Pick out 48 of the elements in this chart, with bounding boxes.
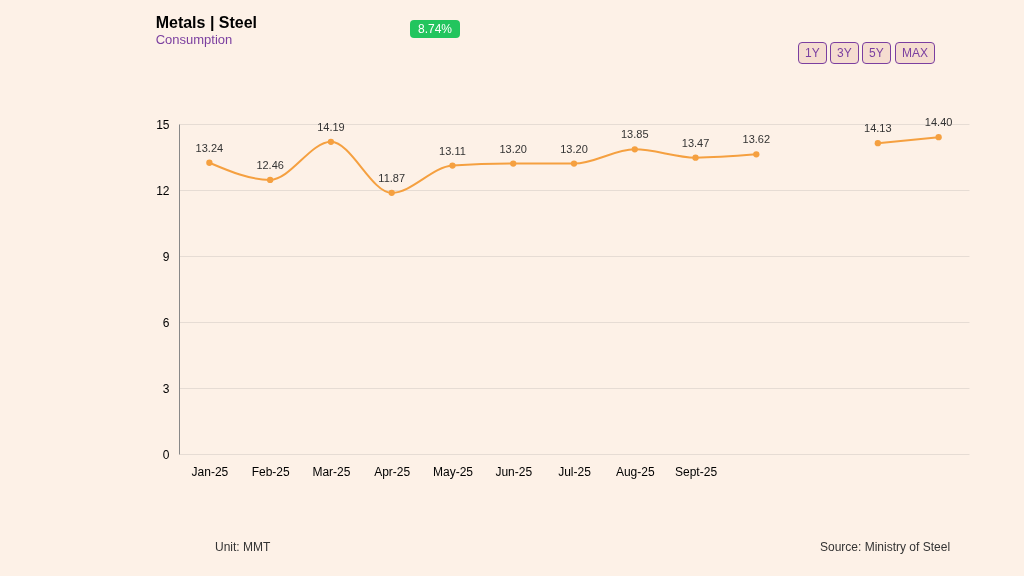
y-tick-label: 6 — [162, 315, 170, 330]
data-label: 14.19 — [317, 120, 345, 133]
source-note: Source: Ministry of Steel — [820, 540, 951, 554]
data-label: 12.46 — [256, 158, 284, 171]
data-label: 13.11 — [439, 144, 466, 157]
y-tick-label: 9 — [162, 249, 170, 264]
data-label: 13.85 — [621, 128, 649, 141]
data-label: 13.62 — [742, 133, 771, 146]
data-label: 14.13 — [864, 122, 892, 135]
x-tick-label: Jan-25 — [191, 464, 229, 479]
point — [266, 176, 274, 184]
point — [692, 154, 699, 161]
text: 5Y — [862, 42, 891, 64]
point — [753, 151, 760, 158]
data-label: 13.20 — [560, 142, 588, 155]
data-label: 11.87 — [378, 171, 406, 184]
y-tick-label: 3 — [162, 381, 170, 396]
point — [570, 160, 578, 167]
point — [510, 160, 517, 167]
x-tick-label: Jun-25 — [495, 464, 533, 479]
x-tick-label: Mar-25 — [312, 464, 351, 479]
y-tick-label: 15 — [156, 117, 170, 132]
y-tick-label: 0 — [162, 447, 170, 462]
text: 1Y — [798, 42, 827, 64]
text: 8.74% — [410, 20, 461, 38]
data-label: 13.20 — [499, 142, 527, 155]
text: MAX — [895, 42, 936, 64]
x-tick-label: Jul-25 — [558, 464, 592, 479]
x-tick-label: Feb-25 — [251, 464, 290, 479]
text: 3Y — [830, 42, 859, 64]
chart-subtitle: Consumption — [155, 32, 233, 48]
point — [874, 139, 882, 147]
point — [935, 134, 942, 141]
x-tick-label: Sept-25 — [675, 464, 718, 479]
point — [206, 159, 213, 166]
point — [327, 138, 335, 145]
x-tick-label: Aug-25 — [615, 464, 655, 479]
point — [388, 189, 395, 197]
point — [631, 146, 638, 153]
chart-title: Metals | Steel — [155, 14, 258, 32]
text: Unit: MMT — [215, 540, 271, 554]
data-label: 13.24 — [195, 141, 224, 154]
point — [449, 162, 456, 169]
y-tick-label: 12 — [156, 183, 170, 198]
x-tick-label: May-25 — [432, 464, 474, 479]
data-label: 13.47 — [681, 136, 710, 149]
x-tick-label: Apr-25 — [374, 464, 411, 479]
data-label: 14.40 — [924, 116, 953, 129]
